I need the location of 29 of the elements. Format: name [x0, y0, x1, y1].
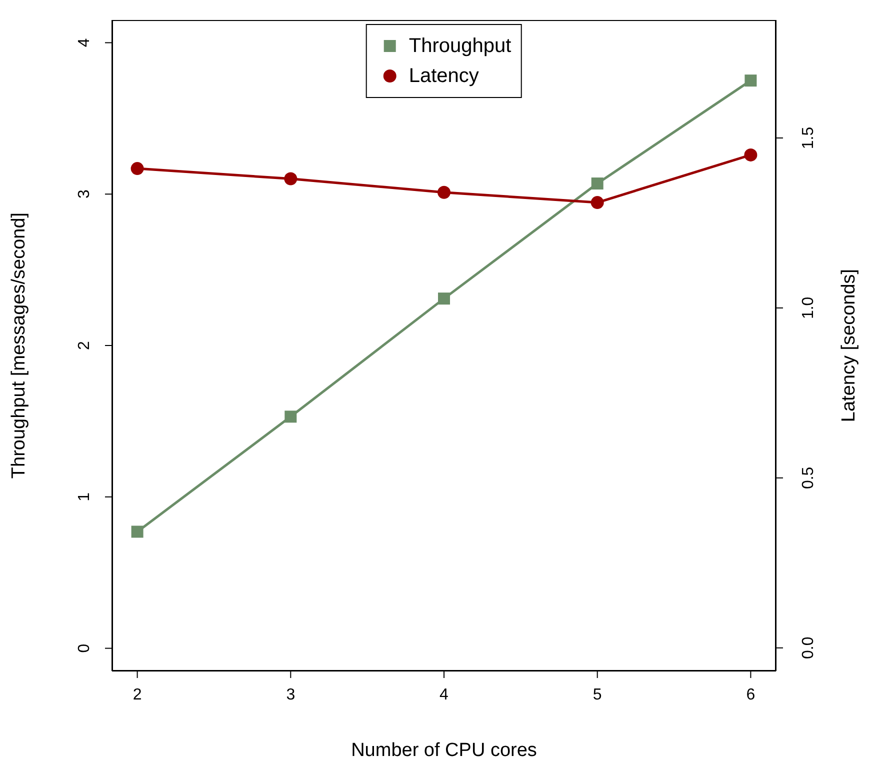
y-tick-label: 4	[76, 38, 93, 48]
point	[131, 526, 144, 538]
point	[130, 162, 144, 176]
point	[591, 178, 604, 190]
y2-tick-label: 1.0	[800, 296, 817, 320]
x-axis-title: Number of CPU cores	[351, 740, 537, 761]
x-tick-label: 4	[440, 686, 449, 704]
point	[438, 292, 450, 305]
point	[744, 148, 758, 162]
point	[438, 186, 450, 199]
point	[284, 172, 298, 186]
x-tick-label: 6	[746, 686, 756, 704]
y-tick-label: 1	[76, 492, 93, 502]
x-tick-label: 3	[286, 686, 296, 704]
y-tick-label: 3	[76, 190, 93, 199]
y-tick-label: 0	[76, 644, 93, 653]
point	[284, 410, 297, 423]
x-tick-label: 5	[592, 686, 602, 704]
y2-tick-label: 0.0	[800, 636, 817, 660]
y2-axis-title: Latency [seconds]	[838, 268, 860, 422]
legend-label: Throughput	[408, 34, 512, 59]
legend-label: Latency	[408, 64, 479, 89]
y-axis-title: Throughput [messages/second]	[8, 212, 30, 479]
y2-tick-label: 1.5	[800, 126, 817, 150]
point	[590, 196, 604, 210]
point	[744, 74, 757, 87]
y-tick-label: 2	[76, 340, 93, 350]
y2-tick-label: 0.5	[800, 466, 817, 490]
x-tick-label: 2	[132, 686, 142, 704]
